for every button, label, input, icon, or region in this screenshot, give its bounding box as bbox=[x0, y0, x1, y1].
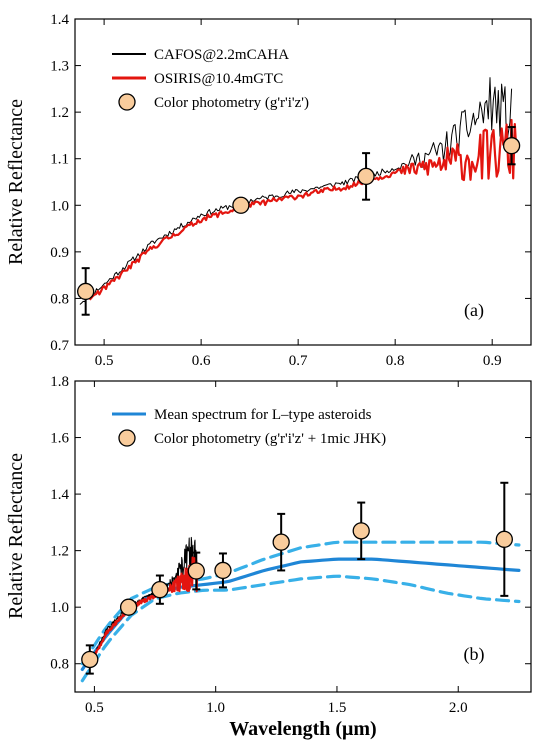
panel-b-xlabel: Wavelength (μm) bbox=[229, 718, 376, 740]
panel-a-ticks bbox=[75, 18, 531, 346]
legend-label: Mean spectrum for L–type asteroids bbox=[154, 407, 372, 423]
y-tick-label: 1.0 bbox=[50, 198, 69, 214]
photometry-point bbox=[357, 167, 375, 186]
y-tick-label: 1.3 bbox=[50, 59, 69, 75]
panel-a-tick-labels: 0.5 0.6 0.7 0.8 0.9 0.7 0.8 0.9 1.0 1.1 1.2 1.3 1.4 bbox=[50, 12, 501, 369]
panel-b-legend: Mean spectrum for L–type asteroids Color … bbox=[112, 407, 386, 447]
legend-label: Color photometry (g'r'i'z') bbox=[154, 95, 309, 111]
photometry-point bbox=[352, 522, 370, 540]
y-tick-label: 1.1 bbox=[50, 152, 69, 168]
photometry-point bbox=[119, 598, 138, 616]
legend-label: CAFOS@2.2mCAHA bbox=[154, 47, 289, 63]
panel-a: 0.5 0.6 0.7 0.8 0.90.70.80.91.01.11.21.31.4 … bbox=[5, 12, 532, 369]
y-tick-label: 1.0 bbox=[50, 600, 69, 616]
y-tick-label: 1.4 bbox=[50, 487, 69, 503]
y-tick-label: 0.9 bbox=[50, 245, 69, 261]
y-tick-label: 0.8 bbox=[50, 657, 69, 673]
x-tick-label: 0.5 bbox=[85, 700, 104, 716]
x-tick-label: 0.5 bbox=[95, 353, 114, 369]
photometry-point bbox=[187, 562, 205, 580]
y-tick-label: 1.6 bbox=[50, 431, 69, 447]
photometry-point bbox=[495, 530, 513, 548]
legend-label: OSIRIS@10.4mGTC bbox=[154, 71, 283, 87]
y-tick-label: 0.8 bbox=[50, 291, 69, 307]
panel-b-tick-labels: 0.5 1.0 1.5 2.0 0.8 1.0 1.2 1.4 1.6 1.8 bbox=[50, 374, 467, 716]
y-tick-label: 1.8 bbox=[50, 374, 69, 390]
photometry-point bbox=[272, 533, 290, 551]
photometry-point bbox=[232, 196, 250, 214]
panel-b-data bbox=[80, 481, 521, 683]
x-tick-label: 0.8 bbox=[386, 353, 405, 369]
legend-label: Color photometry (g'r'i'z' + 1mic JHK) bbox=[154, 431, 386, 447]
photometry-point bbox=[214, 561, 232, 580]
x-tick-label: 2.0 bbox=[449, 700, 468, 716]
legend-marker-photometry bbox=[118, 429, 136, 447]
photometry-point bbox=[502, 137, 521, 155]
y-tick-label: 1.2 bbox=[50, 105, 69, 121]
y-tick-label: 0.7 bbox=[50, 338, 69, 354]
panel-b-frame bbox=[74, 380, 532, 693]
panel-b-ylabel: Relative Reflectance bbox=[5, 453, 27, 619]
panel-a-ylabel: Relative Reflectance bbox=[5, 99, 27, 265]
series-osiris-spectrum bbox=[89, 556, 199, 665]
y-tick-label: 1.2 bbox=[50, 544, 69, 560]
panel-a-frame bbox=[74, 18, 532, 346]
y-tick-label: 1.4 bbox=[50, 12, 69, 28]
x-tick-label: 0.6 bbox=[192, 353, 211, 369]
panel-a-data bbox=[77, 77, 521, 316]
photometry-point bbox=[81, 650, 99, 669]
panel-b-ticks bbox=[75, 380, 531, 692]
x-tick-label: 1.0 bbox=[206, 700, 225, 716]
series-cafos-spectrum bbox=[79, 77, 513, 305]
legend-marker-photometry bbox=[118, 93, 136, 111]
series-bound-line bbox=[80, 574, 521, 683]
x-tick-label: 0.7 bbox=[289, 353, 308, 369]
panel-b-label: (b) bbox=[464, 644, 485, 665]
series-osiris-spectrum bbox=[88, 118, 518, 301]
panel-b: 0.5 1.0 1.5 2.0 0.8 1.0 1.2 1.4 1.6 1.8 Mean spec… bbox=[5, 374, 532, 740]
panel-a-legend: CAFOS@2.2mCAHA OSIRIS@10.4mGTC Color photo… bbox=[112, 47, 309, 111]
photometry-point bbox=[77, 282, 95, 301]
x-tick-label: 0.9 bbox=[483, 353, 502, 369]
panel-a-label: (a) bbox=[464, 300, 484, 321]
x-tick-label: 1.5 bbox=[328, 700, 347, 716]
photometry-point bbox=[151, 581, 169, 599]
